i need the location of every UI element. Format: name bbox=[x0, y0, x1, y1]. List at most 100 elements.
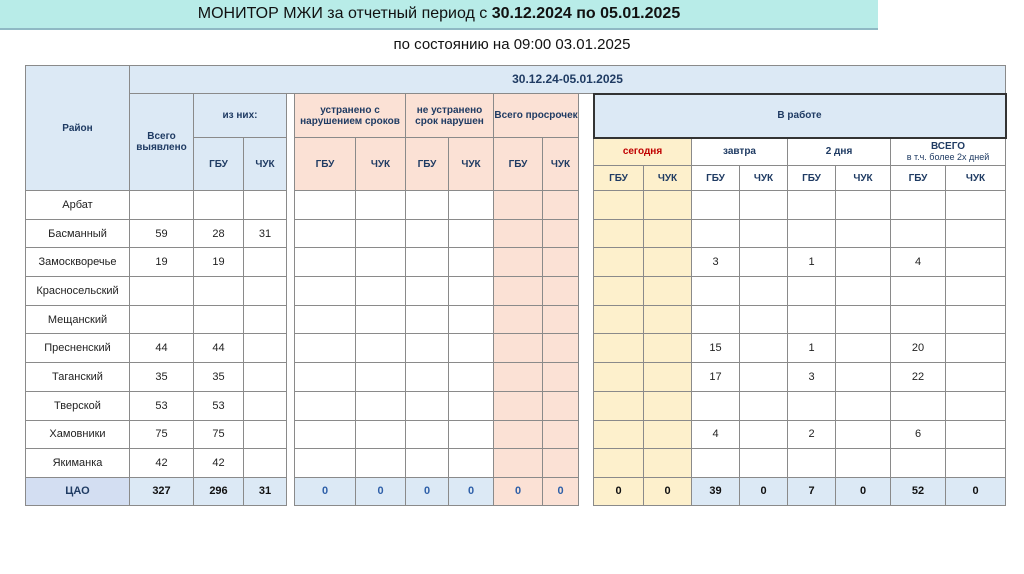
cell bbox=[739, 190, 788, 220]
monitor-table: Район 30.12.24-05.01.2025 Всего выявлено… bbox=[25, 65, 1007, 506]
cell: 0 bbox=[448, 476, 494, 506]
cell bbox=[542, 276, 579, 306]
cell bbox=[945, 304, 1006, 335]
cell: 52 bbox=[890, 476, 946, 506]
cell bbox=[405, 304, 449, 335]
cell bbox=[945, 419, 1006, 450]
cell bbox=[835, 362, 891, 392]
cell bbox=[448, 304, 494, 335]
header-in-work: В работе bbox=[592, 92, 1007, 139]
cell bbox=[542, 333, 579, 364]
cell bbox=[691, 304, 740, 335]
cell: 31 bbox=[243, 218, 287, 249]
table-row: Якиманка 42 42 bbox=[25, 448, 1006, 478]
district-name: Пресненский bbox=[25, 333, 130, 364]
cell bbox=[739, 362, 788, 392]
cell: 2 bbox=[787, 419, 836, 450]
header-gbu: ГБУ bbox=[890, 165, 946, 191]
cell bbox=[593, 247, 644, 278]
cell: 3 bbox=[787, 362, 836, 392]
cell bbox=[355, 333, 406, 364]
cell bbox=[294, 390, 356, 421]
cell bbox=[294, 333, 356, 364]
cell bbox=[739, 448, 788, 478]
cell bbox=[405, 276, 449, 306]
cell: 59 bbox=[129, 218, 194, 249]
cell bbox=[739, 333, 788, 364]
cell bbox=[593, 333, 644, 364]
cell bbox=[493, 419, 543, 450]
table-row: Басманный 59 28 31 bbox=[25, 218, 1006, 249]
cell bbox=[890, 190, 946, 220]
cell: 15 bbox=[691, 333, 740, 364]
cell: 296 bbox=[193, 476, 244, 506]
cell bbox=[355, 190, 406, 220]
cell: 39 bbox=[691, 476, 740, 506]
header-two-days: 2 дня bbox=[787, 137, 891, 166]
cell: 19 bbox=[193, 247, 244, 278]
table-row: Таганский 35 35 17 3 22 bbox=[25, 362, 1006, 392]
cell bbox=[493, 190, 543, 220]
cell bbox=[243, 304, 287, 335]
district-name: Арбат bbox=[25, 190, 130, 220]
cell bbox=[945, 390, 1006, 421]
header-chuk: ЧУК bbox=[739, 165, 788, 191]
cell bbox=[448, 390, 494, 421]
cell bbox=[405, 448, 449, 478]
table-row: Мещанский bbox=[25, 304, 1006, 335]
cell bbox=[739, 304, 788, 335]
cell bbox=[448, 419, 494, 450]
header-chuk: ЧУК bbox=[448, 137, 494, 191]
header-all: ВСЕГО в т.ч. более 2х дней bbox=[890, 137, 1006, 166]
table-row: Красносельский bbox=[25, 276, 1006, 306]
cell bbox=[542, 362, 579, 392]
cell bbox=[243, 190, 287, 220]
cell bbox=[405, 362, 449, 392]
cell bbox=[355, 276, 406, 306]
cell bbox=[129, 304, 194, 335]
cell bbox=[448, 362, 494, 392]
cell bbox=[542, 218, 579, 249]
header-gbu: ГБУ bbox=[787, 165, 836, 191]
cell bbox=[243, 333, 287, 364]
header-gbu: ГБУ bbox=[294, 137, 356, 191]
cell bbox=[493, 390, 543, 421]
cell: 1 bbox=[787, 247, 836, 278]
cell bbox=[493, 448, 543, 478]
cell bbox=[294, 419, 356, 450]
header-fixed-late: устранено с нарушением сроков bbox=[294, 93, 406, 138]
report-title: МОНИТОР МЖИ за отчетный период с 30.12.2… bbox=[0, 0, 878, 30]
header-gbu: ГБУ bbox=[493, 137, 543, 191]
header-tomorrow: завтра bbox=[691, 137, 788, 166]
district-name: Басманный bbox=[25, 218, 130, 249]
cell bbox=[593, 276, 644, 306]
header-gbu: ГБУ bbox=[691, 165, 740, 191]
cell: 35 bbox=[129, 362, 194, 392]
cell bbox=[691, 390, 740, 421]
cell bbox=[643, 276, 692, 306]
cell bbox=[643, 304, 692, 335]
header-range: 30.12.24-05.01.2025 bbox=[129, 65, 1006, 94]
cell bbox=[890, 448, 946, 478]
district-name: Тверской bbox=[25, 390, 130, 421]
cell: 53 bbox=[129, 390, 194, 421]
cell bbox=[193, 304, 244, 335]
table-row: Арбат bbox=[25, 190, 1006, 220]
cell bbox=[294, 190, 356, 220]
cell bbox=[193, 190, 244, 220]
cell bbox=[945, 190, 1006, 220]
cell: 7 bbox=[787, 476, 836, 506]
cell: 44 bbox=[129, 333, 194, 364]
cell bbox=[593, 190, 644, 220]
cell: 3 bbox=[691, 247, 740, 278]
table-row: ЦАО 327 296 31 0 0 0 0 0 0 0 0 39 0 7 0 52 0 bbox=[25, 476, 1006, 506]
cell bbox=[691, 190, 740, 220]
cell bbox=[193, 276, 244, 306]
cell: 42 bbox=[193, 448, 244, 478]
cell bbox=[405, 247, 449, 278]
cell: 20 bbox=[890, 333, 946, 364]
cell bbox=[542, 448, 579, 478]
cell bbox=[294, 362, 356, 392]
cell bbox=[493, 276, 543, 306]
cell bbox=[787, 276, 836, 306]
